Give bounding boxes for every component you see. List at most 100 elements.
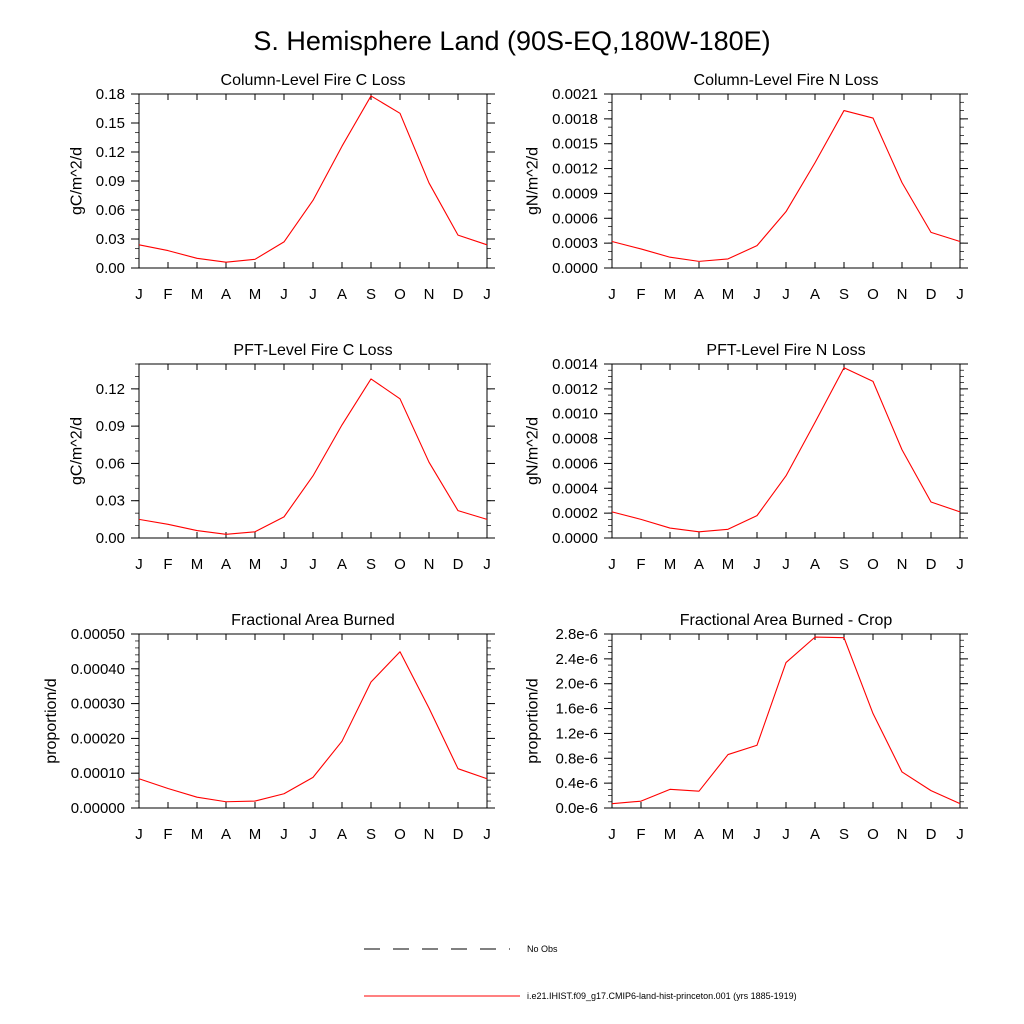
y-tick-label: 0.00000 (71, 800, 125, 817)
x-tick-label: M (664, 826, 677, 843)
y-tick-label: 0.00040 (71, 661, 125, 678)
x-tick-label: F (163, 286, 172, 303)
y-axis-label: gC/m^2/d (68, 417, 85, 485)
y-tick-label: 1.2e-6 (555, 725, 598, 742)
x-tick-label: N (897, 286, 908, 303)
y-tick-label: 0.0e-6 (555, 800, 598, 817)
x-tick-label: J (280, 556, 288, 573)
y-tick-label: 0.12 (96, 381, 125, 398)
x-tick-label: M (249, 556, 262, 573)
x-tick-label: A (337, 286, 347, 303)
series-line-1 (138, 95, 488, 263)
x-tick-label: N (897, 556, 908, 573)
series-line-1 (611, 636, 961, 805)
x-tick-label: F (636, 286, 645, 303)
y-tick-label: 0.09 (96, 418, 125, 435)
x-tick-label: D (926, 556, 937, 573)
y-tick-label: 0.0014 (552, 356, 598, 373)
y-tick-label: 0.0012 (552, 381, 598, 398)
legend-model-label: i.e21.IHIST.f09_g17.CMIP6-land-hist-prin… (527, 991, 797, 1001)
y-tick-label: 0.0006 (552, 210, 598, 227)
y-tick-label: 0.0003 (552, 235, 598, 252)
x-tick-label: O (394, 826, 406, 843)
x-tick-label: N (424, 556, 435, 573)
chart-title: PFT-Level Fire N Loss (706, 342, 865, 359)
chart-title: Fractional Area Burned - Crop (680, 612, 893, 629)
x-tick-label: J (483, 286, 491, 303)
x-tick-label: J (135, 556, 143, 573)
chart-title: Fractional Area Burned (231, 612, 395, 629)
series-line-1 (611, 110, 961, 262)
y-tick-label: 0.0000 (552, 260, 598, 277)
x-tick-label: N (897, 826, 908, 843)
x-tick-label: A (221, 286, 231, 303)
y-tick-label: 0.0002 (552, 505, 598, 522)
y-tick-label: 1.6e-6 (555, 701, 598, 718)
x-tick-label: J (608, 286, 616, 303)
x-tick-label: A (694, 286, 704, 303)
x-tick-label: O (394, 556, 406, 573)
x-tick-label: F (163, 556, 172, 573)
y-tick-label: 0.00020 (71, 730, 125, 747)
x-tick-label: S (839, 556, 849, 573)
x-tick-label: D (926, 286, 937, 303)
series-line-1 (611, 367, 961, 533)
x-tick-label: J (782, 556, 790, 573)
x-tick-label: A (337, 556, 347, 573)
y-tick-label: 0.0008 (552, 431, 598, 448)
y-tick-label: 0.0004 (552, 480, 598, 497)
y-tick-label: 0.0000 (552, 530, 598, 547)
x-tick-label: J (782, 826, 790, 843)
x-tick-label: O (394, 286, 406, 303)
y-tick-label: 0.09 (96, 173, 125, 190)
x-tick-label: J (956, 826, 964, 843)
y-tick-label: 2.4e-6 (555, 651, 598, 668)
x-tick-label: M (664, 556, 677, 573)
x-tick-label: M (664, 286, 677, 303)
x-tick-label: O (867, 286, 879, 303)
y-tick-label: 0.03 (96, 493, 125, 510)
x-tick-label: J (753, 286, 761, 303)
y-tick-label: 0.12 (96, 144, 125, 161)
y-tick-label: 0.06 (96, 455, 125, 472)
x-tick-label: M (191, 826, 204, 843)
x-tick-label: M (249, 286, 262, 303)
x-tick-label: S (839, 286, 849, 303)
x-tick-label: J (135, 826, 143, 843)
x-tick-label: F (163, 826, 172, 843)
x-tick-label: J (280, 826, 288, 843)
x-tick-label: J (608, 826, 616, 843)
x-tick-label: O (867, 556, 879, 573)
y-tick-label: 0.0006 (552, 455, 598, 472)
x-tick-label: J (956, 286, 964, 303)
y-axis-label: gC/m^2/d (68, 147, 85, 215)
y-tick-label: 0.8e-6 (555, 750, 598, 767)
x-tick-label: J (309, 286, 317, 303)
chart-title: PFT-Level Fire C Loss (233, 342, 392, 359)
chart-title: Column-Level Fire C Loss (221, 72, 406, 89)
x-tick-label: M (249, 826, 262, 843)
x-tick-label: A (810, 286, 820, 303)
x-tick-label: S (839, 826, 849, 843)
x-tick-label: J (608, 556, 616, 573)
x-tick-label: A (337, 826, 347, 843)
series-line-1 (138, 651, 488, 803)
x-tick-label: J (753, 556, 761, 573)
x-tick-label: M (722, 286, 735, 303)
y-tick-label: 0.0012 (552, 161, 598, 178)
y-tick-label: 0.4e-6 (555, 775, 598, 792)
x-tick-label: A (694, 556, 704, 573)
y-tick-label: 0.00 (96, 530, 125, 547)
legend: No Obs i.e21.IHIST.f09_g17.CMIP6-land-hi… (364, 944, 797, 1001)
y-tick-label: 0.0009 (552, 185, 598, 202)
y-axis-label: gN/m^2/d (525, 147, 542, 215)
x-tick-label: D (926, 826, 937, 843)
y-axis-label: proportion/d (525, 678, 542, 763)
x-tick-label: A (221, 556, 231, 573)
y-tick-label: 2.8e-6 (555, 626, 598, 643)
x-tick-label: S (366, 826, 376, 843)
